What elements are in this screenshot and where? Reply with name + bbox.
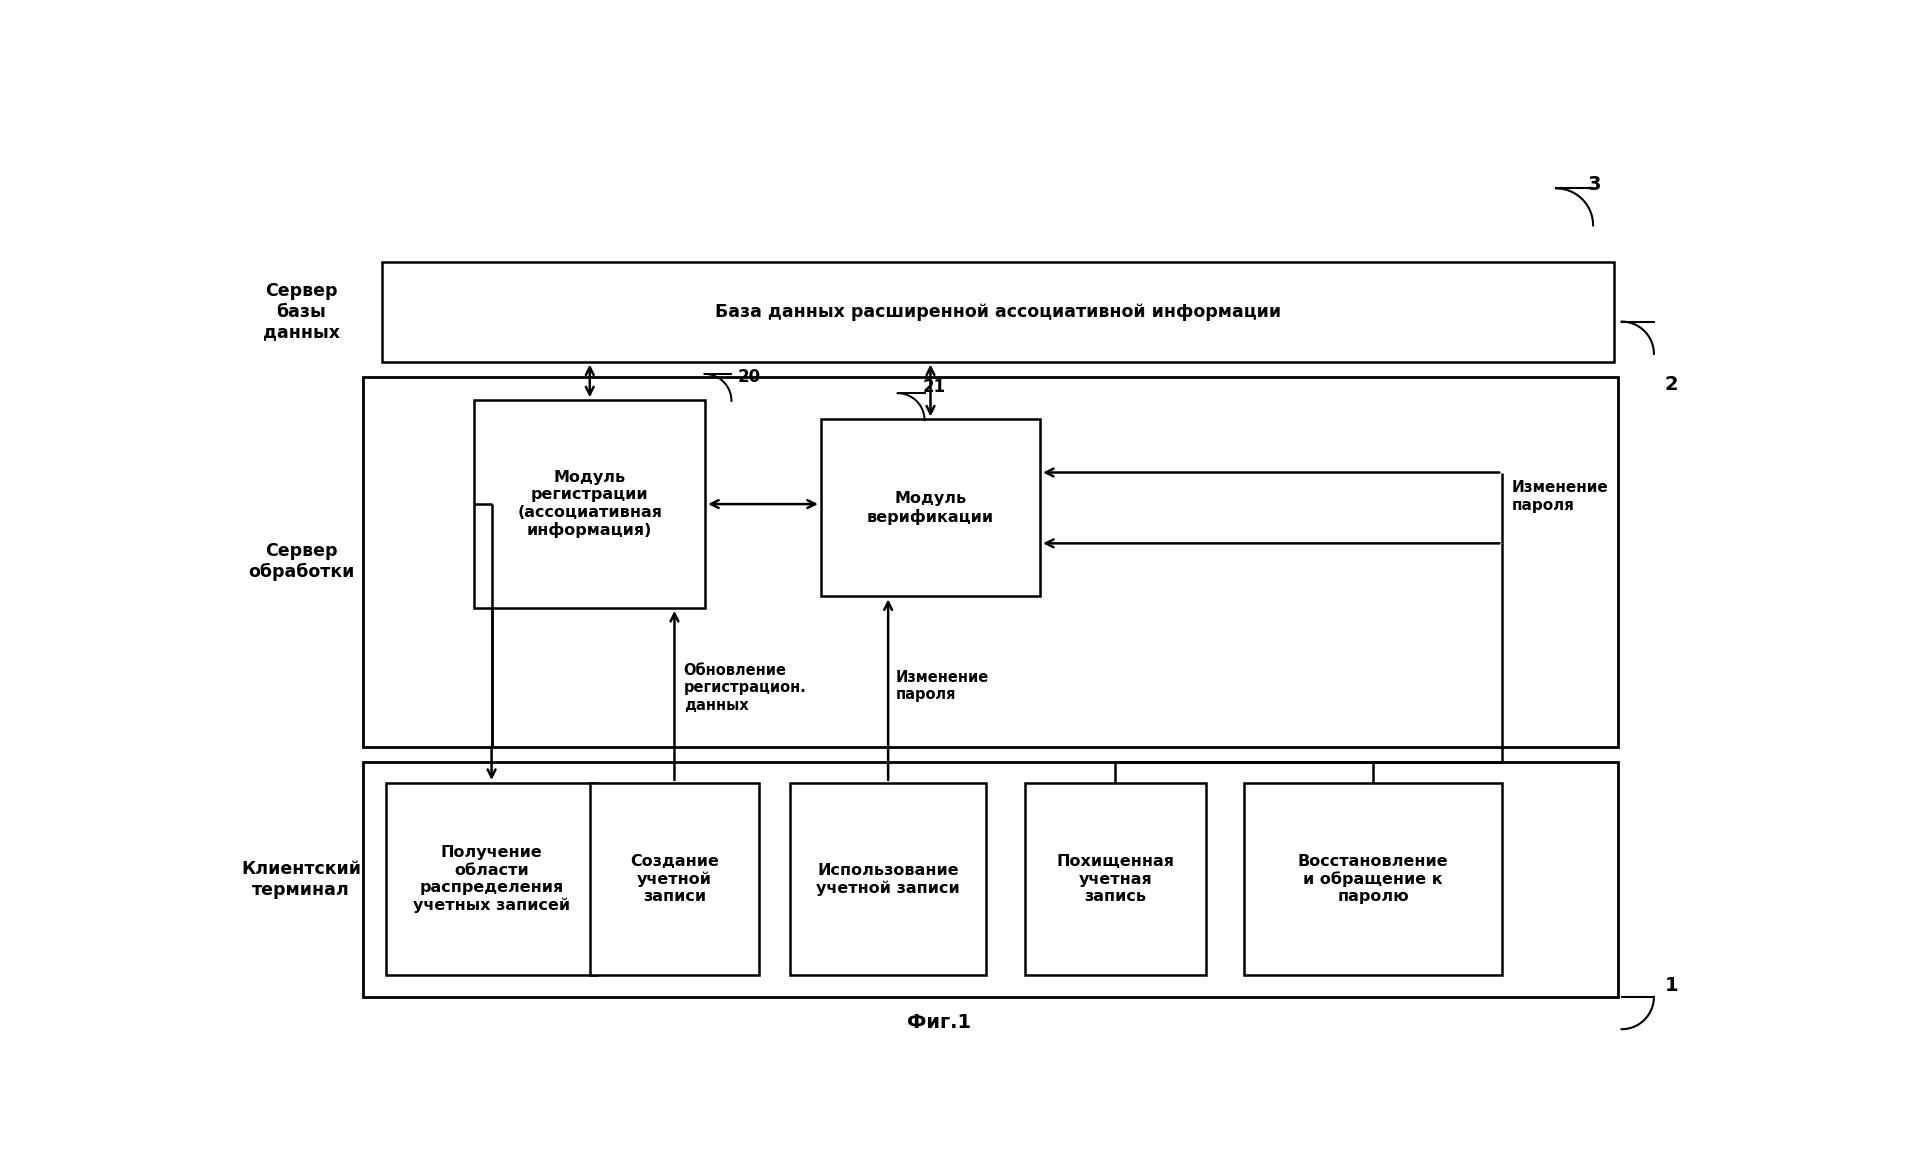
Text: База данных расширенной ассоциативной информации: База данных расширенной ассоциативной ин…	[715, 302, 1280, 321]
Text: Модуль
верификации: Модуль верификации	[866, 491, 994, 525]
Text: Создание
учетной
записи: Создание учетной записи	[629, 854, 719, 905]
Bar	[475, 400, 706, 608]
Text: Модуль
регистрации
(ассоциативная
информация): Модуль регистрации (ассоциативная информ…	[517, 470, 662, 538]
Bar	[362, 762, 1617, 997]
Text: Получение
области
распределения
учетных записей: Получение области распределения учетных …	[412, 845, 570, 913]
Bar	[385, 783, 597, 975]
Text: Восстановление
и обращение к
паролю: Восстановление и обращение к паролю	[1297, 853, 1447, 905]
Text: Изменение
пароля: Изменение пароля	[1510, 481, 1608, 512]
Text: Похищенная
учетная
запись: Похищенная учетная запись	[1056, 854, 1173, 904]
Text: 1: 1	[1665, 976, 1678, 995]
Bar	[1243, 783, 1501, 975]
Bar	[362, 377, 1617, 747]
Text: Сервер
обработки: Сервер обработки	[248, 543, 355, 581]
Text: 20: 20	[738, 368, 761, 387]
Bar	[789, 783, 986, 975]
Text: Клиентский
терминал: Клиентский терминал	[240, 860, 360, 899]
Text: Сервер
базы
данных: Сервер базы данных	[263, 281, 339, 341]
Text: 21: 21	[923, 379, 946, 396]
Text: Изменение
пароля: Изменение пароля	[896, 669, 988, 702]
Bar	[381, 261, 1613, 362]
Bar	[589, 783, 759, 975]
Bar	[1024, 783, 1205, 975]
Bar	[820, 420, 1039, 597]
Text: Обновление
регистрацион.
данных: Обновление регистрацион. данных	[683, 663, 807, 713]
Text: 2: 2	[1665, 375, 1678, 394]
Text: 3: 3	[1587, 175, 1600, 195]
Text: Фиг.1: Фиг.1	[908, 1013, 971, 1031]
Text: Использование
учетной записи: Использование учетной записи	[816, 863, 959, 895]
